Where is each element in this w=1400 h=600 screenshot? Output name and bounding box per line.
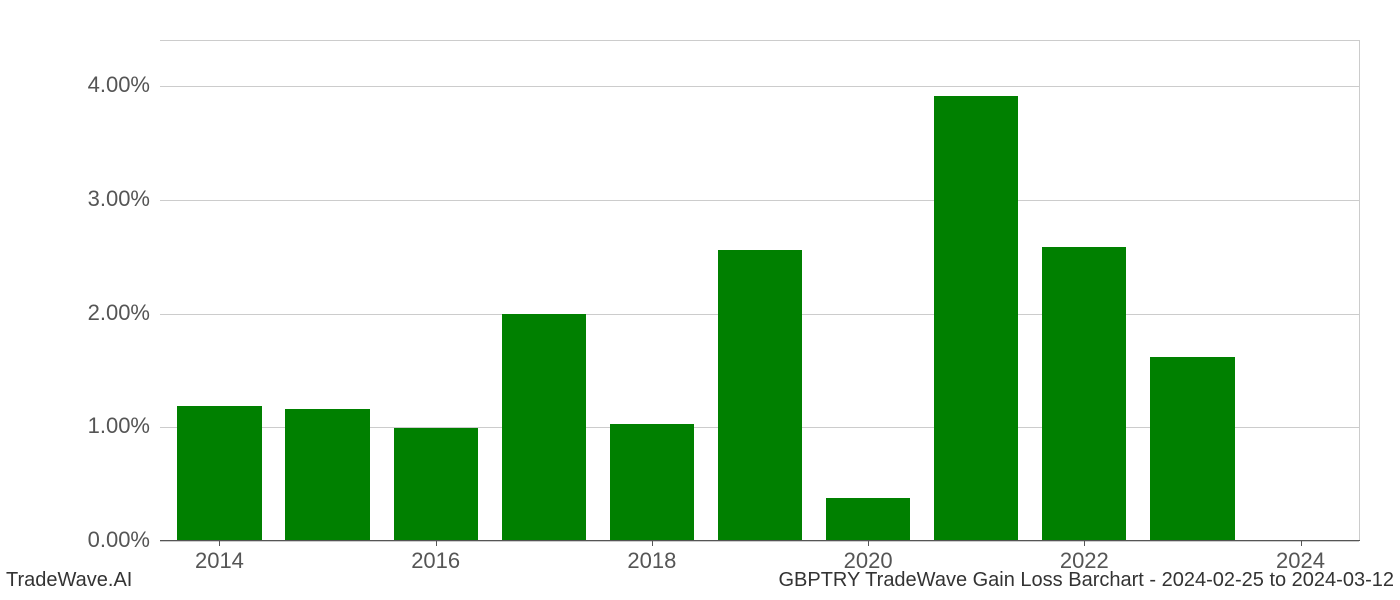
y-tick-label: 1.00% bbox=[50, 413, 150, 439]
x-tick-label: 2016 bbox=[411, 548, 460, 574]
bars-layer bbox=[160, 41, 1359, 540]
bar bbox=[1150, 357, 1234, 540]
x-tick-label: 2018 bbox=[627, 548, 676, 574]
y-tick-label: 0.00% bbox=[50, 527, 150, 553]
footer-title: GBPTRY TradeWave Gain Loss Barchart - 20… bbox=[778, 569, 1394, 592]
y-tick-label: 4.00% bbox=[50, 72, 150, 98]
gridline bbox=[160, 541, 1359, 542]
x-axis-baseline bbox=[160, 540, 1360, 541]
x-tick-label: 2014 bbox=[195, 548, 244, 574]
footer-brand: TradeWave.AI bbox=[6, 569, 132, 592]
bar bbox=[394, 428, 478, 541]
bar bbox=[285, 409, 369, 540]
y-tick-label: 2.00% bbox=[50, 300, 150, 326]
bar bbox=[1042, 247, 1126, 540]
gridline bbox=[160, 86, 1359, 87]
bar bbox=[718, 250, 802, 540]
y-tick-label: 3.00% bbox=[50, 186, 150, 212]
gridline bbox=[160, 200, 1359, 201]
bar bbox=[177, 406, 261, 540]
bar bbox=[826, 498, 910, 540]
chart-plot-area bbox=[160, 40, 1360, 540]
bar bbox=[502, 314, 586, 540]
bar bbox=[610, 424, 694, 540]
bar bbox=[934, 96, 1018, 540]
